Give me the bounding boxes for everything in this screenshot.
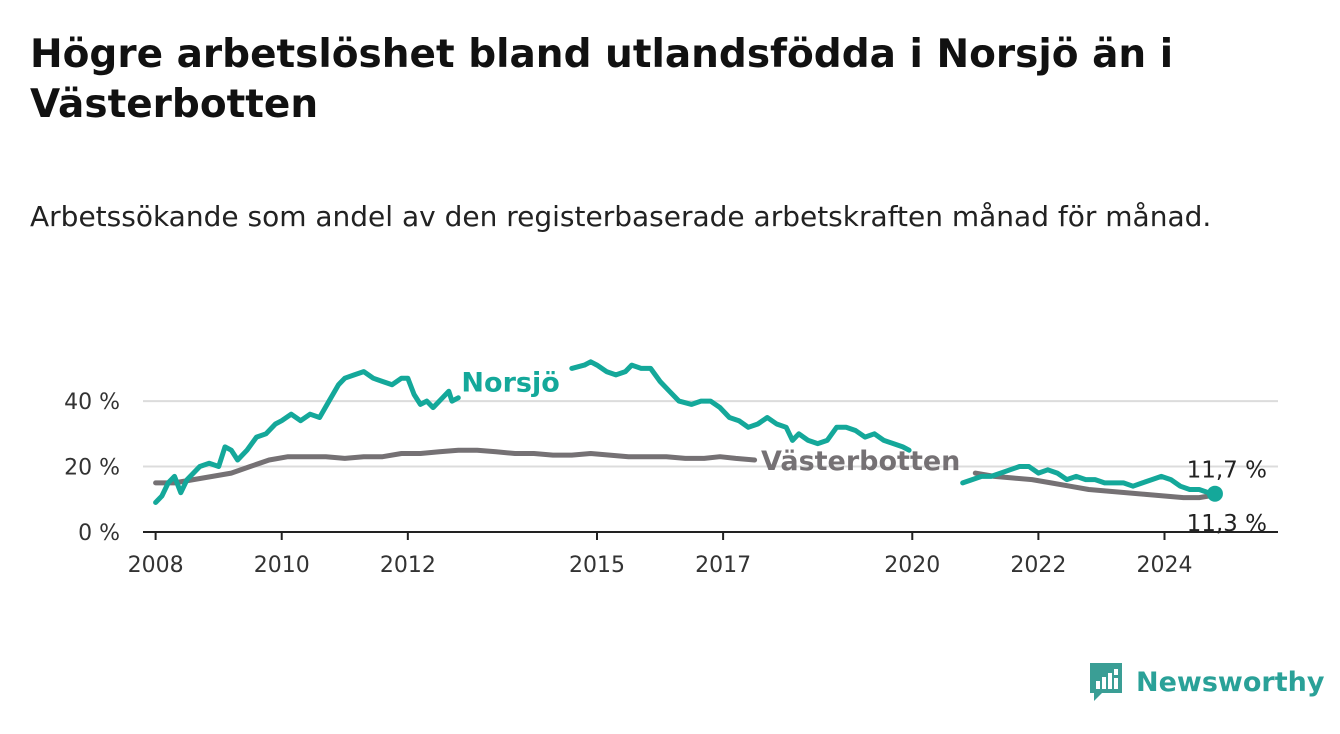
- x-tick-label: 2008: [128, 553, 184, 578]
- end-label-vasterbotten: 11,3 %: [1187, 511, 1267, 537]
- chart-title: Högre arbetslöshet bland utlandsfödda i …: [30, 32, 1174, 127]
- x-tick-label: 2015: [569, 553, 625, 578]
- brand-name: Newsworthy: [1136, 666, 1325, 698]
- end-label-norsjo: 11,7 %: [1187, 458, 1267, 484]
- end-point-marker: [1206, 485, 1223, 502]
- brand-logo: Newsworthy: [1088, 660, 1324, 704]
- labels: 0 % 20 % 40 % 2008 2010 2012 2015 2017 2020 2022 2…: [64, 367, 1267, 578]
- chart-subtitle: Arbetssökande som andel av den registerb…: [30, 200, 1212, 233]
- axes: [143, 531, 1278, 540]
- series-label-vasterbotten: Västerbotten: [761, 446, 960, 477]
- x-tick-label: 2024: [1137, 553, 1193, 578]
- x-tick-label: 2012: [380, 553, 436, 578]
- x-tick-label: 2010: [254, 553, 310, 578]
- series-line-norsj-: [569, 359, 912, 453]
- series-lines: [153, 359, 1223, 505]
- y-tick-label: 40 %: [64, 390, 120, 415]
- newsworthy-logo-icon: [1090, 663, 1122, 701]
- x-tick-label: 2020: [884, 553, 940, 578]
- y-tick-label: 0 %: [78, 521, 120, 546]
- series-line-v-sterbotten: [153, 447, 758, 486]
- series-line-norsj-: [960, 464, 1218, 497]
- y-tick-label: 20 %: [64, 456, 120, 481]
- x-tick-label: 2017: [695, 553, 751, 578]
- series-line-norsj-: [153, 369, 461, 505]
- x-tick-label: 2022: [1010, 553, 1066, 578]
- series-label-norsjo: Norsjö: [461, 367, 559, 398]
- series-line-v-sterbotten: [972, 470, 1218, 501]
